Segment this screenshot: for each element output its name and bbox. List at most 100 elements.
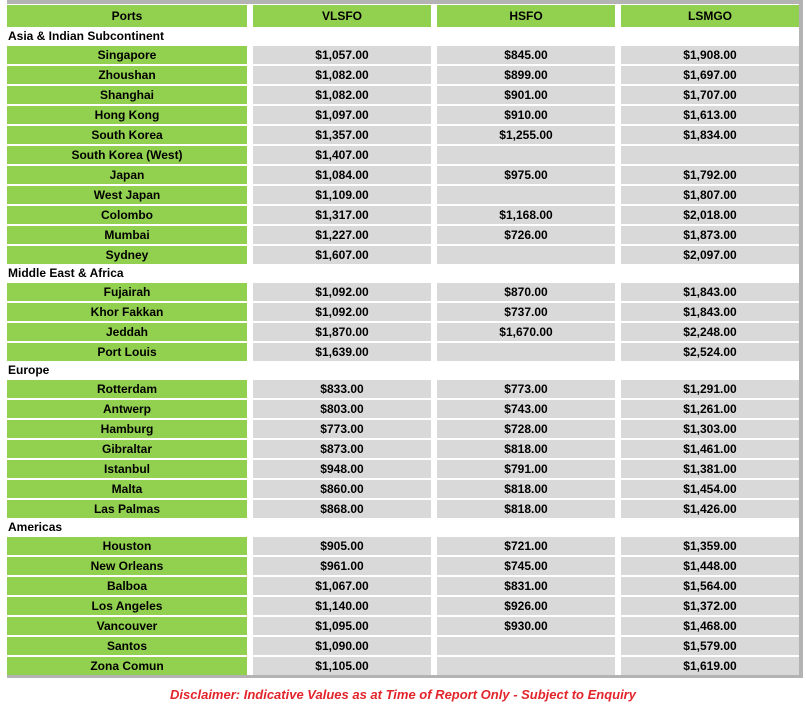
bunker-price-table: Ports VLSFO HSFO LSMGO Asia & Indian Subcont… bbox=[7, 0, 803, 678]
price-cell: $1,168.00 bbox=[437, 206, 615, 224]
port-cell: Santos bbox=[7, 637, 247, 655]
price-cell bbox=[437, 146, 615, 164]
port-cell: South Korea bbox=[7, 126, 247, 144]
price-cell: $1,109.00 bbox=[253, 186, 431, 204]
port-cell: Malta bbox=[7, 480, 247, 498]
price-cell bbox=[437, 246, 615, 264]
port-cell: South Korea (West) bbox=[7, 146, 247, 164]
price-cell: $975.00 bbox=[437, 166, 615, 184]
price-cell: $1,613.00 bbox=[621, 106, 799, 124]
price-cell: $1,317.00 bbox=[253, 206, 431, 224]
section-header: Asia & Indian Subcontinent bbox=[7, 29, 799, 44]
price-cell: $1,227.00 bbox=[253, 226, 431, 244]
port-cell: Rotterdam bbox=[7, 380, 247, 398]
port-cell: Jeddah bbox=[7, 323, 247, 341]
price-cell: $2,248.00 bbox=[621, 323, 799, 341]
price-cell: $745.00 bbox=[437, 557, 615, 575]
price-cell: $1,092.00 bbox=[253, 303, 431, 321]
price-cell: $961.00 bbox=[253, 557, 431, 575]
price-cell: $1,639.00 bbox=[253, 343, 431, 361]
price-cell: $860.00 bbox=[253, 480, 431, 498]
price-cell: $2,524.00 bbox=[621, 343, 799, 361]
price-cell: $1,843.00 bbox=[621, 303, 799, 321]
port-cell: Los Angeles bbox=[7, 597, 247, 615]
port-cell: Istanbul bbox=[7, 460, 247, 478]
price-cell: $1,090.00 bbox=[253, 637, 431, 655]
price-cell: $1,908.00 bbox=[621, 46, 799, 64]
price-cell bbox=[437, 343, 615, 361]
column-header-lsmgo: LSMGO bbox=[621, 5, 799, 27]
price-cell bbox=[437, 637, 615, 655]
price-cell: $910.00 bbox=[437, 106, 615, 124]
section-header: Europe bbox=[7, 363, 799, 378]
port-cell: Antwerp bbox=[7, 400, 247, 418]
price-cell bbox=[621, 146, 799, 164]
price-cell bbox=[437, 186, 615, 204]
price-cell: $773.00 bbox=[253, 420, 431, 438]
price-cell: $743.00 bbox=[437, 400, 615, 418]
price-cell: $728.00 bbox=[437, 420, 615, 438]
price-cell: $1,579.00 bbox=[621, 637, 799, 655]
price-cell: $1,255.00 bbox=[437, 126, 615, 144]
port-cell: Sydney bbox=[7, 246, 247, 264]
section-header: Middle East & Africa bbox=[7, 266, 799, 281]
column-header-ports: Ports bbox=[7, 5, 247, 27]
price-cell: $1,357.00 bbox=[253, 126, 431, 144]
price-cell: $1,303.00 bbox=[621, 420, 799, 438]
price-cell: $833.00 bbox=[253, 380, 431, 398]
port-cell: Japan bbox=[7, 166, 247, 184]
column-header-hsfo: HSFO bbox=[437, 5, 615, 27]
price-cell: $1,291.00 bbox=[621, 380, 799, 398]
price-cell: $1,607.00 bbox=[253, 246, 431, 264]
price-cell: $868.00 bbox=[253, 500, 431, 518]
price-cell: $818.00 bbox=[437, 440, 615, 458]
port-cell: Gibraltar bbox=[7, 440, 247, 458]
port-cell: Hamburg bbox=[7, 420, 247, 438]
port-cell: Zona Comun bbox=[7, 657, 247, 675]
price-cell: $948.00 bbox=[253, 460, 431, 478]
disclaimer-text: Disclaimer: Indicative Values as at Time… bbox=[170, 687, 636, 702]
port-cell: Colombo bbox=[7, 206, 247, 224]
price-cell: $1,372.00 bbox=[621, 597, 799, 615]
price-cell: $1,873.00 bbox=[621, 226, 799, 244]
price-cell: $1,261.00 bbox=[621, 400, 799, 418]
price-cell: $1,564.00 bbox=[621, 577, 799, 595]
port-cell: New Orleans bbox=[7, 557, 247, 575]
price-cell: $870.00 bbox=[437, 283, 615, 301]
price-cell: $1,105.00 bbox=[253, 657, 431, 675]
price-cell: $899.00 bbox=[437, 66, 615, 84]
price-cell bbox=[437, 657, 615, 675]
port-cell: Vancouver bbox=[7, 617, 247, 635]
port-cell: Mumbai bbox=[7, 226, 247, 244]
price-cell: $1,082.00 bbox=[253, 66, 431, 84]
price-cell: $1,426.00 bbox=[621, 500, 799, 518]
port-cell: Fujairah bbox=[7, 283, 247, 301]
price-cell: $1,843.00 bbox=[621, 283, 799, 301]
price-cell: $831.00 bbox=[437, 577, 615, 595]
port-cell: Khor Fakkan bbox=[7, 303, 247, 321]
price-cell: $1,097.00 bbox=[253, 106, 431, 124]
price-cell: $1,619.00 bbox=[621, 657, 799, 675]
price-cell: $905.00 bbox=[253, 537, 431, 555]
price-cell: $737.00 bbox=[437, 303, 615, 321]
price-cell: $1,670.00 bbox=[437, 323, 615, 341]
price-cell: $773.00 bbox=[437, 380, 615, 398]
price-cell: $721.00 bbox=[437, 537, 615, 555]
port-cell: Shanghai bbox=[7, 86, 247, 104]
price-cell: $1,381.00 bbox=[621, 460, 799, 478]
port-cell: Las Palmas bbox=[7, 500, 247, 518]
price-cell: $1,454.00 bbox=[621, 480, 799, 498]
section-header: Americas bbox=[7, 520, 799, 535]
price-cell: $1,697.00 bbox=[621, 66, 799, 84]
price-cell: $1,834.00 bbox=[621, 126, 799, 144]
price-cell: $1,792.00 bbox=[621, 166, 799, 184]
price-cell: $1,092.00 bbox=[253, 283, 431, 301]
port-cell: Hong Kong bbox=[7, 106, 247, 124]
price-cell: $1,448.00 bbox=[621, 557, 799, 575]
price-cell: $1,082.00 bbox=[253, 86, 431, 104]
port-cell: Zhoushan bbox=[7, 66, 247, 84]
price-cell: $873.00 bbox=[253, 440, 431, 458]
price-cell: $1,057.00 bbox=[253, 46, 431, 64]
price-cell: $2,097.00 bbox=[621, 246, 799, 264]
